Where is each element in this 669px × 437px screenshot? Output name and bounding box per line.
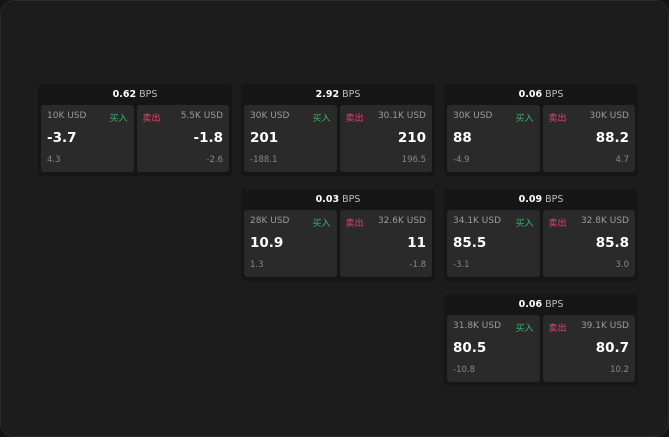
spread-header: 0.62 BPS <box>38 84 232 105</box>
sell-size: 5.5K USD <box>180 111 223 121</box>
buy-price: 10.9 <box>250 235 284 251</box>
spread-unit: BPS <box>545 89 564 100</box>
buy-change: -10.8 <box>453 365 475 375</box>
spread-value: 0.06 <box>518 299 543 310</box>
sell-button[interactable]: 卖出 32.8K USD 85.8 3.0 <box>542 210 635 277</box>
sell-size: 32.8K USD <box>580 216 629 226</box>
spread-value: 0.62 <box>112 89 137 100</box>
quote-card: 0.03 BPS 28K USD 买入 10.9 1.3 卖出 32.6K USD … <box>241 189 435 281</box>
buy-label: 买入 <box>109 114 128 124</box>
buy-label: 买入 <box>312 114 331 124</box>
sell-label: 卖出 <box>142 114 161 124</box>
sell-button[interactable]: 卖出 39.1K USD 80.7 10.2 <box>542 315 635 382</box>
sell-button[interactable]: 卖出 5.5K USD -1.8 -2.6 <box>136 105 229 172</box>
quote-card: 0.62 BPS 10K USD 买入 -3.7 4.3 卖出 5.5K USD -… <box>38 84 232 176</box>
buy-button[interactable]: 34.1K USD 买入 85.5 -3.1 <box>447 210 540 277</box>
buy-label: 买入 <box>515 219 534 229</box>
buy-label: 买入 <box>515 324 534 334</box>
spread-unit: BPS <box>342 89 361 100</box>
sell-change: 3.0 <box>615 260 629 270</box>
buy-button[interactable]: 30K USD 买入 201 -188.1 <box>244 105 337 172</box>
buy-label: 买入 <box>515 114 534 124</box>
spread-header: 0.03 BPS <box>241 189 435 210</box>
buy-size: 31.8K USD <box>453 321 502 331</box>
quote-card: 0.09 BPS 34.1K USD 买入 85.5 -3.1 卖出 32.8K U… <box>444 189 638 281</box>
sell-change: 196.5 <box>401 155 426 165</box>
buy-change: 4.3 <box>47 155 61 165</box>
quote-card: 0.06 BPS 31.8K USD 买入 80.5 -10.8 卖出 39.1K … <box>444 294 638 386</box>
buy-change: -188.1 <box>250 155 278 165</box>
spread-unit: BPS <box>342 194 361 205</box>
spread-value: 0.03 <box>315 194 340 205</box>
buy-button[interactable]: 28K USD 买入 10.9 1.3 <box>244 210 337 277</box>
buy-button[interactable]: 10K USD 买入 -3.7 4.3 <box>41 105 134 172</box>
buy-price: -3.7 <box>47 130 77 146</box>
buy-change: -3.1 <box>453 260 470 270</box>
spread-value: 2.92 <box>315 89 340 100</box>
sell-change: -1.8 <box>409 260 426 270</box>
sell-change: 10.2 <box>610 365 629 375</box>
sell-change: 4.7 <box>615 155 629 165</box>
buy-size: 28K USD <box>250 216 290 226</box>
buy-price: 201 <box>250 130 279 146</box>
spread-header: 0.09 BPS <box>444 189 638 210</box>
buy-price: 88 <box>453 130 472 146</box>
quote-card: 2.92 BPS 30K USD 买入 201 -188.1 卖出 30.1K US… <box>241 84 435 176</box>
sell-price: 85.8 <box>595 235 629 251</box>
sell-label: 卖出 <box>548 219 567 229</box>
buy-button[interactable]: 30K USD 买入 88 -4.9 <box>447 105 540 172</box>
sell-price: 11 <box>407 235 426 251</box>
sell-button[interactable]: 卖出 30K USD 88.2 4.7 <box>542 105 635 172</box>
sell-change: -2.6 <box>206 155 223 165</box>
buy-button[interactable]: 31.8K USD 买入 80.5 -10.8 <box>447 315 540 382</box>
sell-size: 30.1K USD <box>377 111 426 121</box>
spread-value: 0.06 <box>518 89 543 100</box>
buy-price: 80.5 <box>453 340 487 356</box>
spread-unit: BPS <box>139 89 158 100</box>
sell-button[interactable]: 卖出 30.1K USD 210 196.5 <box>339 105 432 172</box>
spread-unit: BPS <box>545 299 564 310</box>
buy-change: 1.3 <box>250 260 264 270</box>
spread-header: 2.92 BPS <box>241 84 435 105</box>
sell-label: 卖出 <box>548 114 567 124</box>
spread-header: 0.06 BPS <box>444 84 638 105</box>
sell-size: 39.1K USD <box>580 321 629 331</box>
buy-change: -4.9 <box>453 155 470 165</box>
buy-size: 30K USD <box>250 111 290 121</box>
sell-label: 卖出 <box>548 324 567 334</box>
sell-size: 32.6K USD <box>377 216 426 226</box>
spread-value: 0.09 <box>518 194 543 205</box>
sell-price: -1.8 <box>193 130 223 146</box>
spread-header: 0.06 BPS <box>444 294 638 315</box>
buy-label: 买入 <box>312 219 331 229</box>
buy-size: 30K USD <box>453 111 493 121</box>
sell-price: 210 <box>397 130 426 146</box>
sell-button[interactable]: 卖出 32.6K USD 11 -1.8 <box>339 210 432 277</box>
sell-price: 88.2 <box>595 130 629 146</box>
buy-size: 34.1K USD <box>453 216 502 226</box>
sell-size: 30K USD <box>589 111 629 121</box>
sell-label: 卖出 <box>345 219 364 229</box>
spread-unit: BPS <box>545 194 564 205</box>
buy-size: 10K USD <box>47 111 87 121</box>
sell-label: 卖出 <box>345 114 364 124</box>
quote-card: 0.06 BPS 30K USD 买入 88 -4.9 卖出 30K USD 88.… <box>444 84 638 176</box>
sell-price: 80.7 <box>595 340 629 356</box>
buy-price: 85.5 <box>453 235 487 251</box>
